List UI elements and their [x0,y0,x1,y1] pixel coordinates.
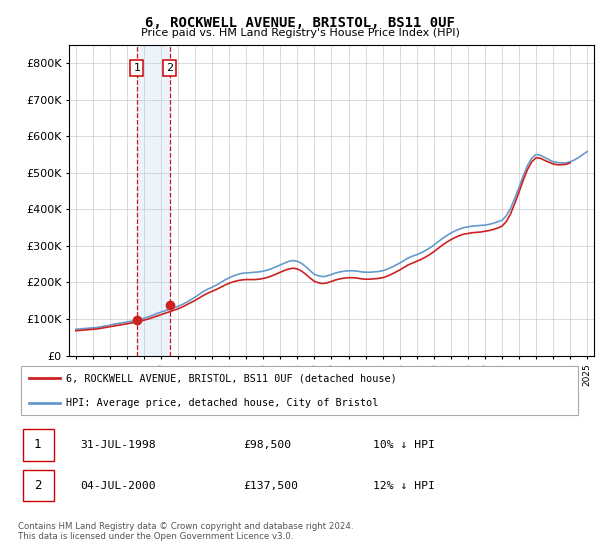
Text: 1: 1 [34,438,41,451]
Text: £137,500: £137,500 [244,480,299,491]
Text: 10% ↓ HPI: 10% ↓ HPI [373,440,435,450]
Text: 1: 1 [133,63,140,73]
Text: 2: 2 [34,479,41,492]
Text: 6, ROCKWELL AVENUE, BRISTOL, BS11 0UF (detached house): 6, ROCKWELL AVENUE, BRISTOL, BS11 0UF (d… [66,374,397,384]
Text: HPI: Average price, detached house, City of Bristol: HPI: Average price, detached house, City… [66,398,379,408]
Text: 31-JUL-1998: 31-JUL-1998 [80,440,155,450]
FancyBboxPatch shape [23,470,53,501]
Text: Contains HM Land Registry data © Crown copyright and database right 2024.
This d: Contains HM Land Registry data © Crown c… [18,522,353,542]
Text: 6, ROCKWELL AVENUE, BRISTOL, BS11 0UF: 6, ROCKWELL AVENUE, BRISTOL, BS11 0UF [145,16,455,30]
Text: 12% ↓ HPI: 12% ↓ HPI [373,480,435,491]
FancyBboxPatch shape [23,430,53,461]
Text: 2: 2 [166,63,173,73]
Text: 04-JUL-2000: 04-JUL-2000 [80,480,155,491]
FancyBboxPatch shape [21,366,578,415]
Bar [137,45,170,356]
Text: Price paid vs. HM Land Registry's House Price Index (HPI): Price paid vs. HM Land Registry's House … [140,28,460,38]
Text: £98,500: £98,500 [244,440,292,450]
